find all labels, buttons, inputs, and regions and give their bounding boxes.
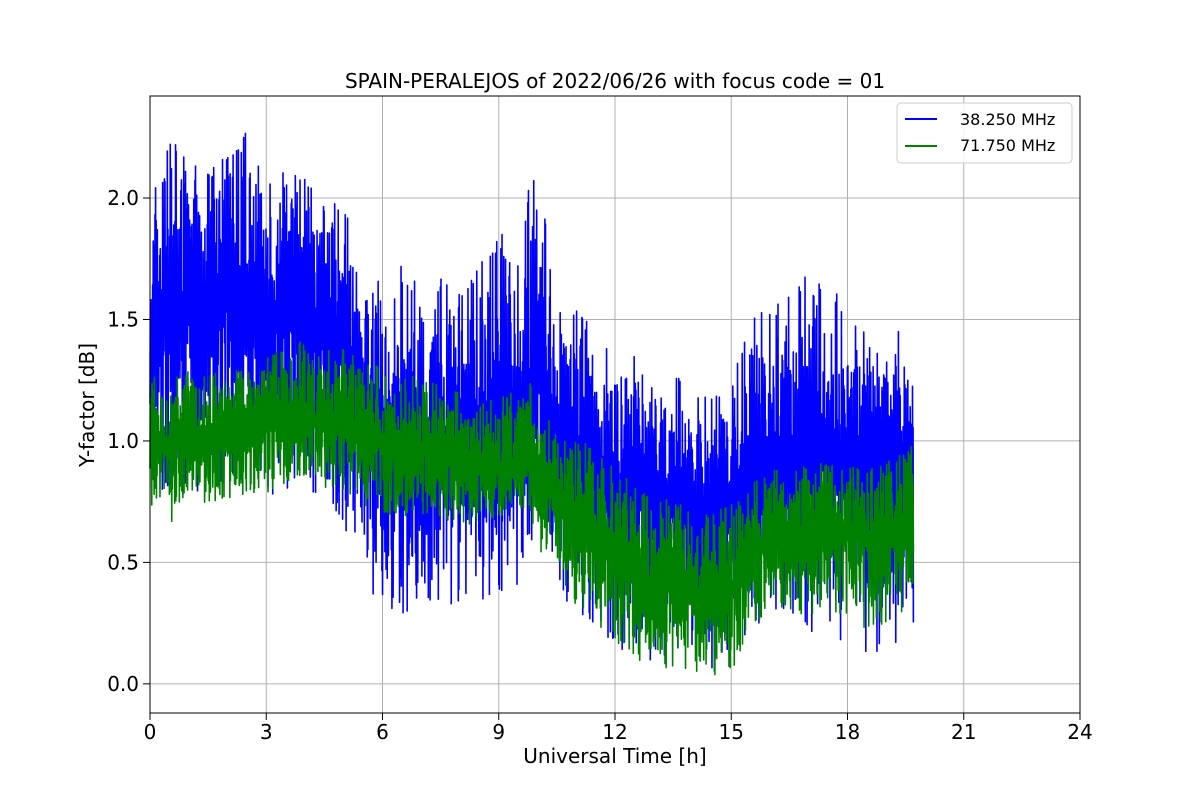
series-line-2	[149, 341, 915, 676]
legend-label-series-1: 38.250 MHz	[960, 110, 1055, 129]
chart-title: SPAIN-PERALEJOS of 2022/06/26 with focus…	[345, 69, 885, 93]
y-tick-label: 1.5	[107, 307, 139, 331]
x-tick-label: 12	[602, 720, 627, 744]
x-axis-label: Universal Time [h]	[523, 744, 706, 768]
x-tick-label: 6	[376, 720, 389, 744]
series-line-1	[149, 132, 915, 669]
series-layer	[149, 132, 915, 676]
legend: 38.250 MHz 71.750 MHz	[896, 102, 1073, 164]
y-tick-label: 0.5	[107, 550, 139, 574]
y-tick-label: 1.0	[107, 429, 139, 453]
y-tick-label: 0.0	[107, 672, 139, 696]
x-tick-label: 21	[951, 720, 976, 744]
x-tick-label: 15	[719, 720, 744, 744]
legend-label-series-2: 71.750 MHz	[960, 136, 1055, 155]
x-tick-label: 24	[1067, 720, 1092, 744]
y-axis-label: Y-factor [dB]	[75, 343, 99, 468]
x-tick-label: 9	[492, 720, 505, 744]
y-tick-label: 2.0	[107, 186, 139, 210]
x-tick-label: 18	[835, 720, 860, 744]
x-tick-label: 0	[144, 720, 157, 744]
x-tick-label: 3	[260, 720, 273, 744]
axis-ticks: 0 3 6 9 12 15 18 21 24 0.0 0.5 1.0 1.5 2.0	[107, 186, 1093, 744]
legend-box	[896, 102, 1073, 164]
